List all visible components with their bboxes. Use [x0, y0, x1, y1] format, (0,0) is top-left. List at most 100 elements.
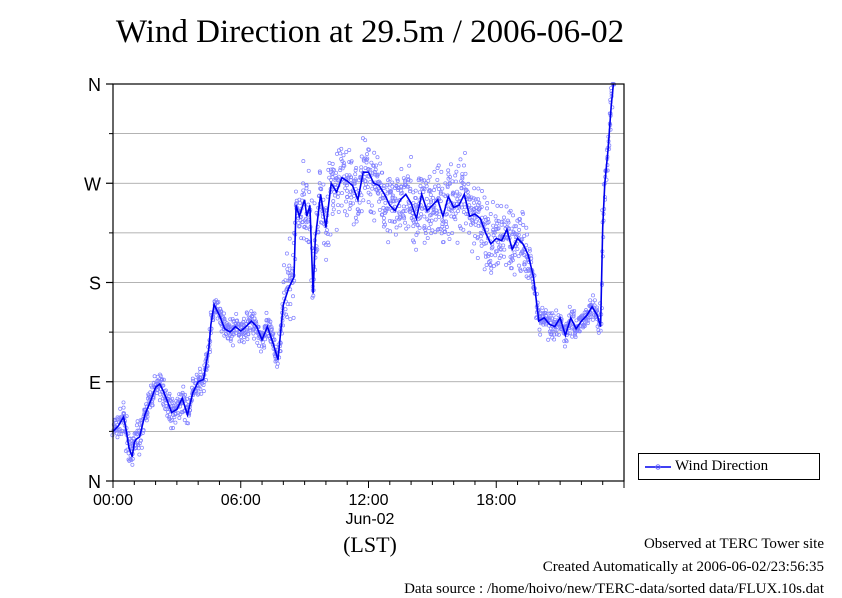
- data-point: [472, 186, 477, 191]
- footer-site: Observed at TERC Tower site: [643, 536, 824, 552]
- data-point: [164, 407, 169, 412]
- data-point: [219, 329, 224, 334]
- data-point: [301, 181, 306, 186]
- data-point: [298, 215, 303, 220]
- legend: Wind Direction: [638, 453, 820, 480]
- y-tick-label: S: [89, 274, 101, 294]
- data-point: [297, 223, 302, 228]
- data-point: [401, 208, 406, 213]
- data-point: [443, 219, 448, 224]
- data-point: [517, 263, 521, 268]
- data-point: [285, 314, 289, 319]
- data-point: [469, 206, 474, 211]
- data-point: [317, 169, 322, 174]
- data-point: [422, 240, 427, 245]
- data-point: [345, 195, 350, 200]
- data-point: [345, 183, 349, 188]
- data-point: [447, 181, 452, 186]
- data-point: [501, 219, 506, 224]
- data-point: [386, 206, 391, 211]
- data-point: [169, 426, 174, 431]
- data-point: [589, 314, 594, 319]
- data-point: [398, 223, 403, 228]
- data-point: [201, 389, 206, 394]
- data-point: [135, 419, 140, 424]
- data-point: [124, 414, 129, 419]
- data-point: [158, 373, 163, 378]
- y-tick-label: N: [88, 472, 101, 492]
- data-point: [402, 216, 407, 221]
- data-point: [230, 343, 235, 348]
- data-point: [362, 175, 367, 179]
- data-point: [404, 204, 409, 209]
- data-point: [261, 343, 266, 348]
- data-point: [456, 209, 460, 214]
- data-point: [291, 315, 296, 320]
- data-point: [375, 172, 380, 177]
- data-point: [228, 338, 233, 343]
- data-point: [493, 253, 498, 258]
- data-point: [173, 411, 178, 416]
- data-point: [234, 311, 239, 316]
- data-point: [115, 435, 120, 440]
- data-point: [522, 260, 527, 265]
- data-point: [336, 209, 341, 214]
- data-point: [448, 175, 452, 180]
- data-point: [311, 293, 316, 298]
- data-point: [411, 224, 416, 229]
- data-point: [504, 204, 509, 209]
- data-point: [527, 248, 532, 253]
- data-point: [443, 229, 448, 234]
- data-point: [241, 316, 246, 321]
- series-line-wind-direction: [112, 83, 615, 457]
- data-point: [283, 307, 288, 312]
- data-point: [413, 196, 418, 201]
- data-point: [368, 167, 373, 172]
- data-point: [428, 188, 433, 193]
- data-point: [203, 378, 208, 382]
- data-point: [573, 330, 578, 335]
- data-point: [525, 232, 529, 237]
- data-point: [394, 198, 399, 203]
- data-point: [461, 227, 466, 232]
- data-point: [222, 317, 227, 322]
- data-point: [194, 377, 199, 382]
- data-point: [139, 438, 143, 443]
- data-point: [552, 319, 557, 324]
- data-point: [375, 155, 380, 160]
- data-point: [381, 216, 386, 221]
- data-point: [472, 241, 477, 246]
- data-point: [489, 266, 494, 271]
- data-point: [353, 178, 358, 183]
- data-point: [201, 383, 206, 387]
- data-point: [499, 204, 504, 209]
- data-point: [198, 370, 203, 374]
- y-tick-label: E: [89, 373, 101, 393]
- data-point: [485, 201, 490, 205]
- data-point: [252, 316, 257, 321]
- data-point: [373, 185, 377, 190]
- data-point: [306, 240, 311, 245]
- data-point: [550, 335, 555, 340]
- data-point: [512, 253, 517, 258]
- data-point: [361, 198, 366, 203]
- data-point: [572, 308, 577, 313]
- data-point: [196, 386, 201, 391]
- data-point: [309, 198, 314, 203]
- data-point: [368, 209, 373, 214]
- data-point: [428, 221, 433, 226]
- data-point: [488, 212, 493, 216]
- data-point: [596, 328, 601, 332]
- data-point: [167, 393, 171, 398]
- data-point: [460, 174, 465, 179]
- data-point: [144, 418, 149, 423]
- data-point: [551, 313, 556, 318]
- data-point: [510, 253, 515, 258]
- data-point: [251, 331, 256, 336]
- data-point: [363, 182, 368, 187]
- data-point: [373, 167, 378, 172]
- data-point: [436, 226, 441, 231]
- data-point: [157, 398, 162, 403]
- data-point: [466, 181, 471, 186]
- data-point: [341, 153, 346, 158]
